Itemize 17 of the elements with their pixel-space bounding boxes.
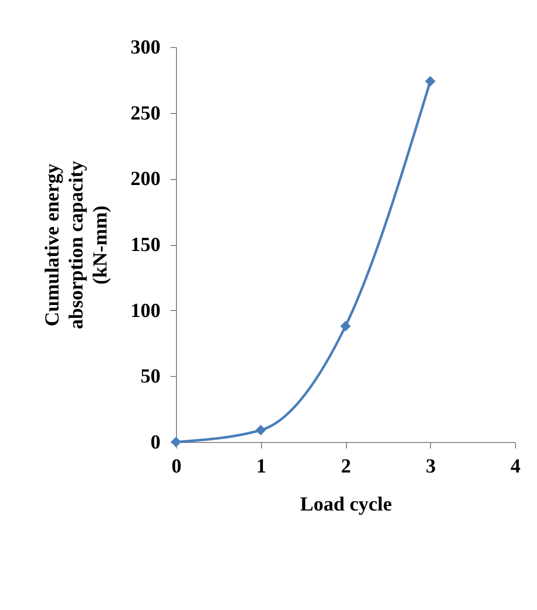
x-axis-title: Load cycle (300, 494, 392, 516)
x-tick-label: 3 (426, 456, 436, 478)
x-tick-label: 0 (172, 456, 182, 478)
y-tick-label: 200 (130, 168, 160, 190)
y-tick-label: 150 (130, 234, 160, 256)
y-axis-title: Cumulative energy absorption capacity (kN-mm) (42, 160, 112, 330)
x-tick-label: 2 (341, 456, 351, 478)
y-tick-label: 50 (140, 366, 160, 388)
x-tick-label: 1 (256, 456, 266, 478)
y-tick-label: 100 (130, 300, 160, 322)
point (425, 76, 436, 86)
y-tick-label: 0 (150, 432, 160, 454)
y-tick-label: 250 (130, 102, 160, 124)
y-tick-label: 300 (130, 36, 160, 58)
x-tick-label: 4 (510, 456, 520, 478)
point (256, 424, 266, 436)
point (340, 320, 351, 332)
